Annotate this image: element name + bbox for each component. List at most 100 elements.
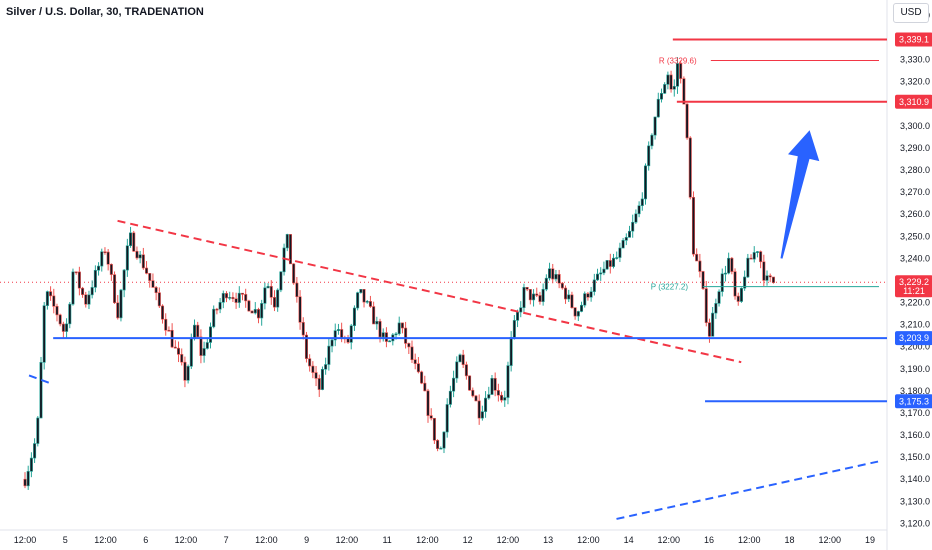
currency-selector[interactable]: USD	[893, 3, 929, 23]
candle-body	[263, 287, 267, 304]
candle-body	[768, 275, 772, 278]
candle-body	[135, 250, 139, 259]
candle-body	[535, 293, 539, 296]
candle-body	[65, 323, 69, 332]
candle-body	[193, 324, 197, 339]
candle-body	[292, 263, 296, 284]
candle-body	[154, 287, 158, 294]
y-tick-label: 3,240.0	[900, 253, 930, 263]
y-tick-label: 3,170.0	[900, 408, 930, 418]
y-tick-label: 3,260.0	[900, 209, 930, 219]
candle-body	[512, 320, 516, 338]
candle-body	[701, 271, 705, 289]
candle-body	[589, 291, 593, 298]
price-axis[interactable]	[887, 0, 932, 550]
candle-body	[33, 443, 37, 459]
candle-body	[439, 447, 443, 450]
y-tick-label: 3,290.0	[900, 143, 930, 153]
candle-body	[618, 247, 622, 258]
candle-body	[61, 323, 65, 332]
candle-body	[458, 354, 462, 363]
candle-body	[506, 365, 510, 398]
candle-body	[723, 272, 727, 275]
candle-body	[564, 287, 568, 300]
candle-body	[698, 260, 702, 272]
candle-body	[93, 269, 97, 288]
candle-body	[368, 301, 372, 307]
candle-body	[672, 86, 676, 90]
candle-body	[621, 240, 625, 249]
trendline-rising-support[interactable]	[616, 460, 879, 520]
candle-body	[445, 404, 449, 433]
candle-body	[653, 116, 657, 136]
candle-body	[567, 294, 571, 300]
candle-body	[23, 478, 27, 487]
candle-body	[279, 271, 283, 291]
x-tick-label: 12:00	[336, 535, 359, 545]
candle-body	[557, 274, 561, 284]
y-tick-label: 3,160.0	[900, 430, 930, 440]
candle-body	[132, 232, 136, 252]
y-tick-label: 3,330.0	[900, 55, 930, 65]
x-tick-label: 12:00	[738, 535, 761, 545]
chart-title: Silver / U.S. Dollar, 30, TRADENATION	[6, 6, 204, 18]
candle-body	[404, 327, 408, 344]
candle-body	[695, 253, 699, 262]
candle-body	[407, 343, 411, 348]
candle-body	[755, 251, 759, 253]
candle-body	[119, 289, 123, 319]
candle-body	[429, 415, 433, 419]
candle-body	[42, 305, 46, 363]
candle-body	[400, 322, 404, 329]
candle-body	[659, 93, 663, 100]
candle-body	[304, 334, 308, 359]
candle-body	[663, 84, 667, 94]
candle-body	[746, 257, 750, 278]
candle-body	[442, 431, 446, 449]
candle-body	[288, 234, 292, 265]
candle-body	[253, 309, 257, 314]
trendline-support-short[interactable]	[28, 374, 54, 386]
y-tick-label: 3,270.0	[900, 187, 930, 197]
candle-body	[656, 98, 660, 118]
candle-body	[525, 287, 529, 290]
candle-body	[666, 74, 670, 85]
candle-body	[640, 198, 644, 206]
candle-body	[330, 339, 334, 347]
x-tick-label: 7	[224, 535, 229, 545]
candle-body	[148, 273, 152, 281]
candle-body	[26, 471, 30, 487]
candle-body	[109, 264, 113, 275]
candle-body	[196, 324, 200, 338]
candle-body	[682, 78, 686, 105]
candle-body	[602, 268, 606, 274]
candle-body	[378, 321, 382, 338]
trendline-downtrend[interactable]	[117, 219, 742, 364]
candle-body	[186, 366, 190, 381]
candle-body	[295, 282, 299, 298]
x-tick-label: 5	[63, 535, 68, 545]
candle-body	[29, 457, 33, 472]
level-price-label: 3,203.9	[899, 333, 929, 343]
candle-body	[266, 286, 270, 289]
candle-body	[423, 382, 427, 392]
candle-body	[627, 230, 631, 238]
candle-body	[394, 333, 398, 336]
candle-body	[308, 358, 312, 367]
candle-body	[362, 289, 366, 303]
y-tick-label: 3,300.0	[900, 121, 930, 131]
x-tick-label: 12:00	[818, 535, 841, 545]
y-tick-label: 3,210.0	[900, 320, 930, 330]
candle-body	[81, 287, 85, 296]
candle-body	[592, 279, 596, 292]
candle-body	[615, 257, 619, 259]
candle-body	[247, 300, 251, 312]
candle-body	[413, 359, 417, 364]
candle-body	[749, 257, 753, 260]
bullish-arrow[interactable]	[780, 130, 820, 259]
pivot-annotation: R (3329.6)	[659, 57, 697, 66]
candle-body	[202, 348, 206, 356]
bar-countdown: 11:21	[903, 286, 925, 296]
candle-body	[452, 377, 456, 392]
